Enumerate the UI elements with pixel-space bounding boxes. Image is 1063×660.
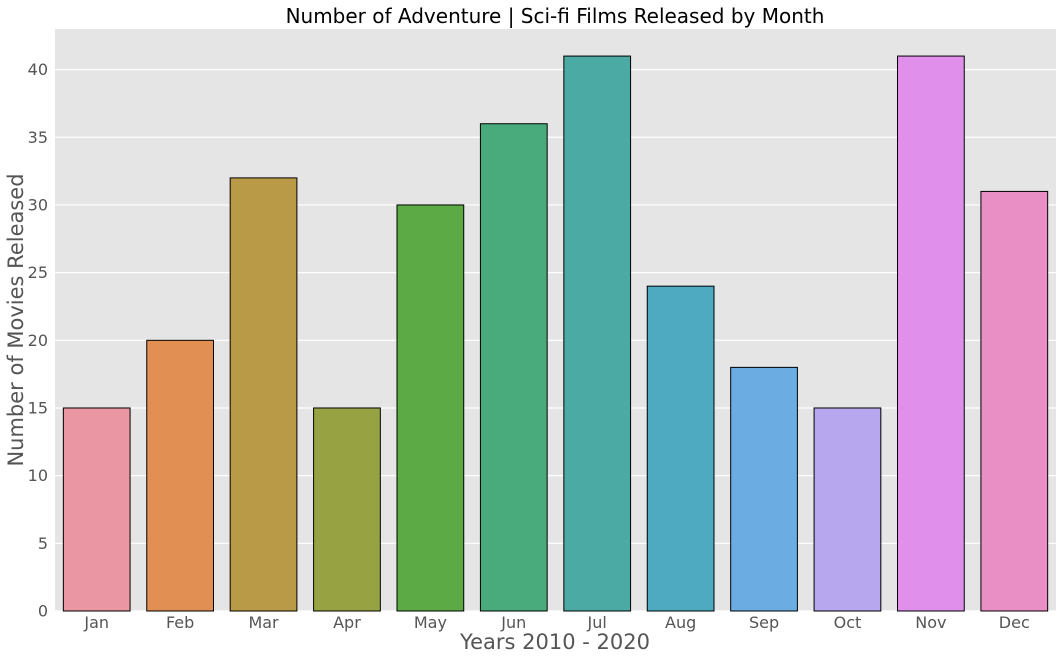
bar-mar	[229, 177, 298, 612]
x-tick-label-jun: Jun	[500, 613, 526, 632]
y-tick-label: 5	[38, 534, 48, 553]
bar-oct	[813, 407, 882, 612]
grid-lines	[55, 69, 1056, 612]
x-axis-label: Years 2010 - 2020	[459, 630, 650, 654]
y-tick-label: 40	[28, 60, 48, 79]
bar-aug	[646, 285, 715, 612]
bar-dec	[980, 190, 1049, 612]
chart-title: Number of Adventure | Sci-fi Films Relea…	[286, 4, 825, 28]
y-tick-label: 20	[28, 331, 48, 350]
y-tick-label: 30	[28, 195, 48, 214]
y-tick-label: 15	[28, 398, 48, 417]
y-tick-label: 0	[38, 602, 48, 621]
x-tick-label-nov: Nov	[915, 613, 946, 632]
x-tick-label-sep: Sep	[749, 613, 779, 632]
bar-feb	[146, 339, 214, 612]
x-tick-label-apr: Apr	[333, 613, 361, 632]
y-tick-labels: 0 5 10 15 20 25 30 35 40	[28, 60, 48, 620]
x-tick-label-may: May	[414, 613, 447, 632]
x-tick-label-jul: Jul	[587, 613, 607, 632]
bar-may	[396, 204, 465, 612]
plot-background	[55, 29, 1056, 611]
bar-sep	[730, 366, 798, 612]
x-tick-label-dec: Dec	[999, 613, 1030, 632]
x-tick-label-oct: Oct	[834, 613, 862, 632]
y-tick-label: 25	[28, 263, 48, 282]
bar-jul	[563, 55, 632, 612]
y-axis-label: Number of Movies Released	[4, 173, 28, 466]
bar-jan	[62, 407, 131, 612]
x-tick-label-aug: Aug	[665, 613, 696, 632]
x-tick-label-feb: Feb	[166, 613, 194, 632]
bar-apr	[313, 407, 381, 612]
x-tick-labels: Jan Feb Mar Apr May Jun Jul Aug Sep Oct Nov Dec	[83, 613, 1029, 632]
bar-nov	[897, 55, 965, 612]
y-tick-label: 10	[28, 466, 48, 485]
bar-jun	[479, 123, 548, 612]
x-tick-label-jan: Jan	[83, 613, 109, 632]
x-tick-label-mar: Mar	[248, 613, 279, 632]
bars	[62, 55, 1049, 612]
y-tick-label: 35	[28, 128, 48, 147]
